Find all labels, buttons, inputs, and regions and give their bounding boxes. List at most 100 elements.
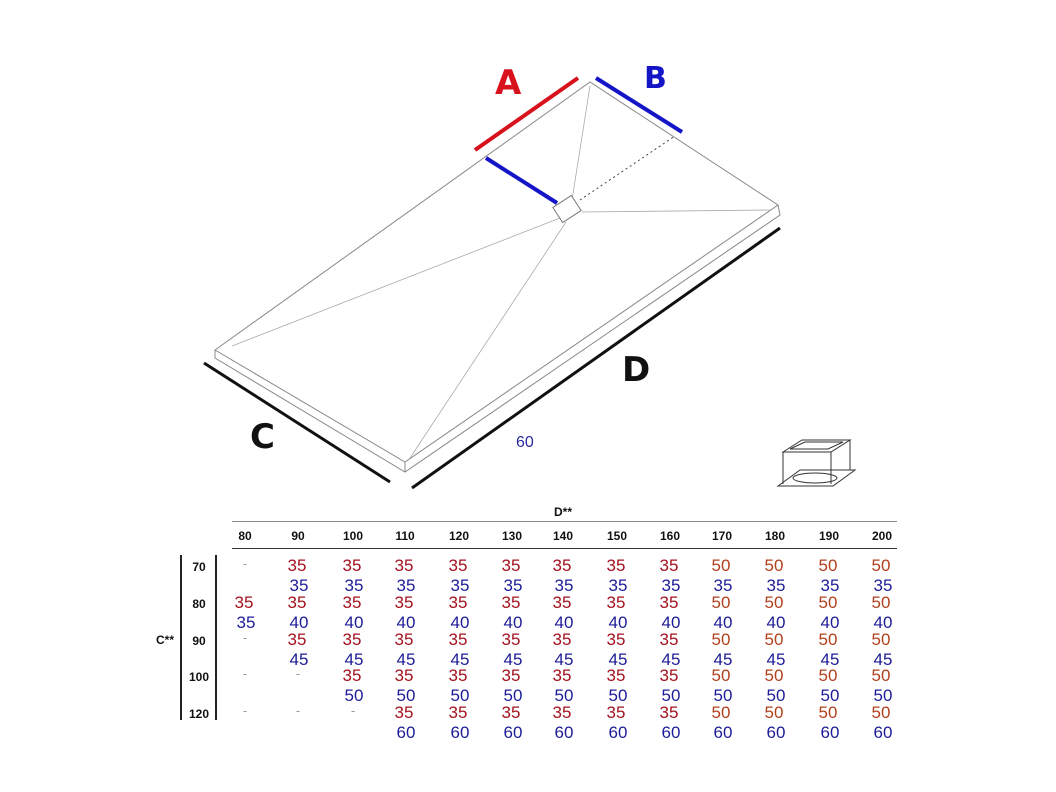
table-cell: 50 45 [819, 630, 840, 670]
value-a: 50 [818, 666, 838, 685]
value-a: 35 [287, 593, 307, 612]
value-b: 40 [554, 613, 574, 632]
value-a: 50 [764, 556, 784, 575]
value-a: 50 [711, 703, 731, 722]
table-cell: 50 50 [819, 666, 840, 706]
value-a: 35 [501, 630, 521, 649]
table-cell: 50 60 [712, 703, 733, 743]
value-a: 35 [606, 593, 626, 612]
table-cell: - [243, 556, 247, 571]
table-cell: 50 35 [872, 556, 893, 596]
shower-tray [214, 81, 781, 473]
value-b: 35 [344, 576, 364, 595]
value-b: 60 [766, 723, 786, 742]
table-cell: 35 60 [660, 703, 681, 743]
value-a: 35 [606, 666, 626, 685]
table-cell: 35 35 [660, 556, 681, 596]
value-b: 40 [289, 613, 309, 632]
value-a: 35 [659, 630, 679, 649]
value-a: 35 [342, 630, 362, 649]
value-b: 35 [873, 576, 893, 595]
value-a: 35 [394, 630, 414, 649]
value-b: 40 [661, 613, 681, 632]
table-cell: 35 50 [607, 666, 628, 706]
value-a: 50 [818, 703, 838, 722]
value-b: 40 [396, 613, 416, 632]
row-group-label: C** [155, 633, 175, 647]
dimension-line-b-short [484, 156, 559, 205]
value-a: 50 [871, 703, 891, 722]
value-a: 35 [659, 556, 679, 575]
value-b: 60 [713, 723, 733, 742]
table-cell: 35 40 [660, 593, 681, 633]
table-cell: 50 40 [872, 593, 893, 633]
label-60: 60 [516, 434, 534, 451]
empty-cell-dash: - [295, 666, 301, 681]
value-a: 35 [287, 630, 307, 649]
value-b: 35 [396, 576, 416, 595]
value-b: 45 [608, 650, 628, 669]
value-a: 35 [342, 556, 362, 575]
table-cell: 35 50 [395, 666, 416, 706]
value-b: 60 [396, 723, 416, 742]
row-header: 90 [192, 634, 206, 648]
value-b: 45 [503, 650, 523, 669]
row-header: 80 [192, 597, 206, 611]
table-cell: 35 40 [502, 593, 523, 633]
value-b: 35 [503, 576, 523, 595]
table-cell: 35 60 [502, 703, 523, 743]
empty-cell-dash: - [242, 556, 248, 571]
value-a: 35 [606, 556, 626, 575]
value-b: 50 [396, 686, 416, 705]
table-cell: 50 50 [765, 666, 786, 706]
column-header: 130 [501, 529, 523, 543]
table-cell: 35 50 [660, 666, 681, 706]
empty-cell-dash: - [350, 703, 356, 718]
value-a: 50 [711, 630, 731, 649]
table-cell: 50 60 [765, 703, 786, 743]
value-b: 35 [766, 576, 786, 595]
value-b: 50 [873, 686, 893, 705]
value-b: 45 [450, 650, 470, 669]
value-a: 50 [764, 703, 784, 722]
value-a: 35 [552, 630, 572, 649]
table-cell: 35 35 [502, 556, 523, 596]
table-top-rule [232, 521, 897, 522]
table-cell: 35 45 [607, 630, 628, 670]
table-cell: 35 45 [395, 630, 416, 670]
label-a: A [495, 63, 522, 103]
label-d: D [622, 350, 651, 390]
column-header: 170 [711, 529, 733, 543]
value-a: 35 [606, 630, 626, 649]
label-b: B [644, 61, 667, 96]
table-cell: 50 40 [819, 593, 840, 633]
value-a: 35 [552, 703, 572, 722]
table-cell: 35 35 [288, 556, 309, 596]
value-b: 35 [608, 576, 628, 595]
value-a: 50 [764, 666, 784, 685]
value-b: 35 [236, 613, 256, 632]
column-header: 110 [395, 529, 415, 543]
value-a: 50 [711, 593, 731, 612]
value-a: 35 [501, 593, 521, 612]
value-b: 45 [766, 650, 786, 669]
value-b: 45 [873, 650, 893, 669]
value-b: 60 [450, 723, 470, 742]
column-header: 160 [659, 529, 681, 543]
table-cell: 35 60 [553, 703, 574, 743]
row-header: 120 [188, 707, 210, 721]
column-header: 150 [606, 529, 628, 543]
table-cell: 35 45 [343, 630, 364, 670]
value-a: 35 [606, 703, 626, 722]
row-header: 70 [192, 560, 206, 574]
drain-grate-icon [776, 439, 857, 487]
column-header: 190 [818, 529, 840, 543]
table-cell: 50 45 [872, 630, 893, 670]
value-b: 35 [661, 576, 681, 595]
value-b: 50 [661, 686, 681, 705]
table-header-rule [232, 548, 897, 549]
value-a: 50 [711, 666, 731, 685]
value-a: 50 [871, 593, 891, 612]
value-a: 50 [818, 593, 838, 612]
